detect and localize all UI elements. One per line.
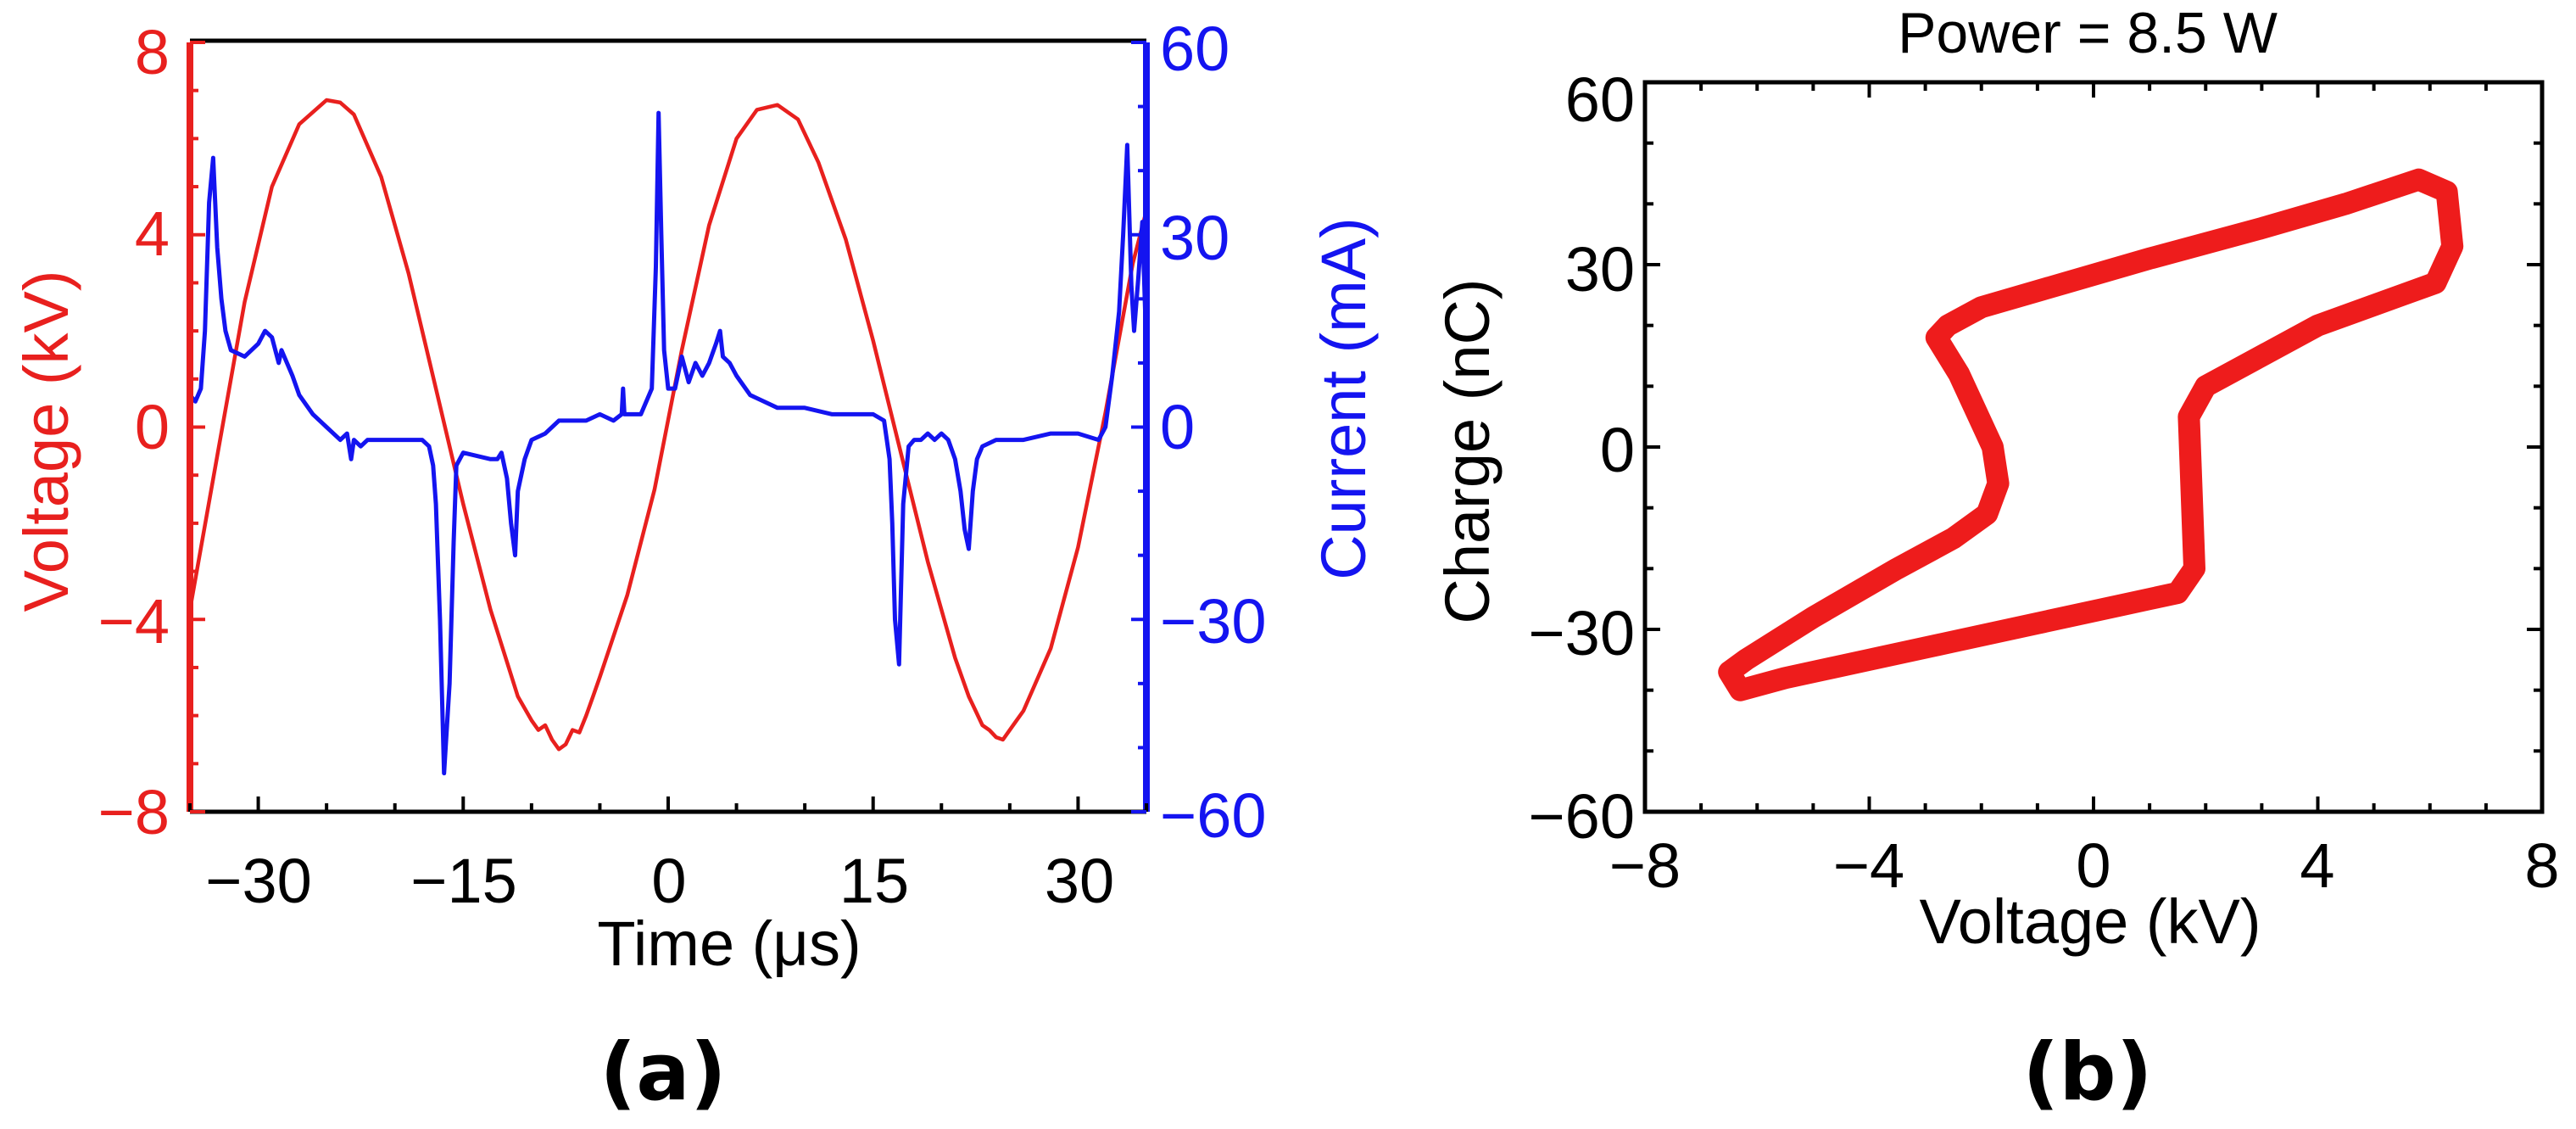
panel-a-xtick-label: 0 [651,846,686,916]
panel-a-ytick-label: 4 [135,198,170,269]
panel-a-xtick-label: −15 [410,846,517,916]
panel-b-xtick-label: 8 [2524,830,2559,901]
panel-a-time-series: 8 4 0 −4 −8 60 30 0 −30 −60 −30 −15 0 15… [11,14,1379,1119]
panel-a-ytick-right-label: −30 [1160,586,1267,657]
panel-a-ytick-right-label: 0 [1160,392,1195,462]
panel-b-ylabel: Charge (nC) [1432,278,1503,623]
series-line-voltage [187,98,1149,752]
panel-b-ytick-label: −60 [1528,781,1635,852]
panel-b-ytick-label: 0 [1600,415,1635,485]
panel-b-xtick-label: −8 [1609,830,1681,901]
panel-b-lissajous: Power = 8.5 W 60 30 0 −30 −60 −8 −4 0 4 … [1432,1,2560,1119]
panel-a-ytick-right-label: −60 [1160,780,1267,851]
panel-b-xtick-label: 0 [2076,830,2110,901]
panel-a-ylabel-right: Current (mA) [1308,217,1379,580]
panel-a-ytick-right-label: 30 [1160,203,1229,273]
panel-b-xlabel: Voltage (kV) [1919,886,2261,957]
panel-a-xtick-label: 30 [1045,846,1114,916]
panel-b-ytick-label: 30 [1565,234,1635,305]
panel-b-series-layer [1718,168,2464,701]
panel-b-xtick-label: 4 [2300,830,2334,901]
panel-a-ytick-label: −4 [98,586,170,657]
panel-b-xtick-label: −4 [1833,830,1904,901]
panel-a-ticks [188,41,1148,813]
panel-a-ytick-label: −8 [98,777,170,847]
panel-a-xtick-label: −30 [205,846,312,916]
panel-a-ytick-label: 8 [135,17,170,87]
panel-a-ytick-right-label: 60 [1160,14,1229,84]
panel-b-title: Power = 8.5 W [1898,1,2278,65]
series-line-current [188,110,1149,776]
panel-a-ylabel: Voltage (kV) [11,270,81,612]
panel-a-xlabel: Time (μs) [597,908,861,979]
panel-b-ticks [1643,81,2544,813]
panel-a-series-layer [187,98,1149,776]
panel-b-ytick-label: −30 [1528,598,1635,668]
panel-label-b: (b) [2022,1026,2152,1119]
panel-a-xtick-label: 15 [839,846,909,916]
panel-b-ytick-label: 60 [1565,64,1635,135]
panel-a-ytick-label: 0 [135,392,170,462]
series-loop-charge-voltage [1718,168,2464,701]
panel-label-a: (a) [599,1026,726,1119]
